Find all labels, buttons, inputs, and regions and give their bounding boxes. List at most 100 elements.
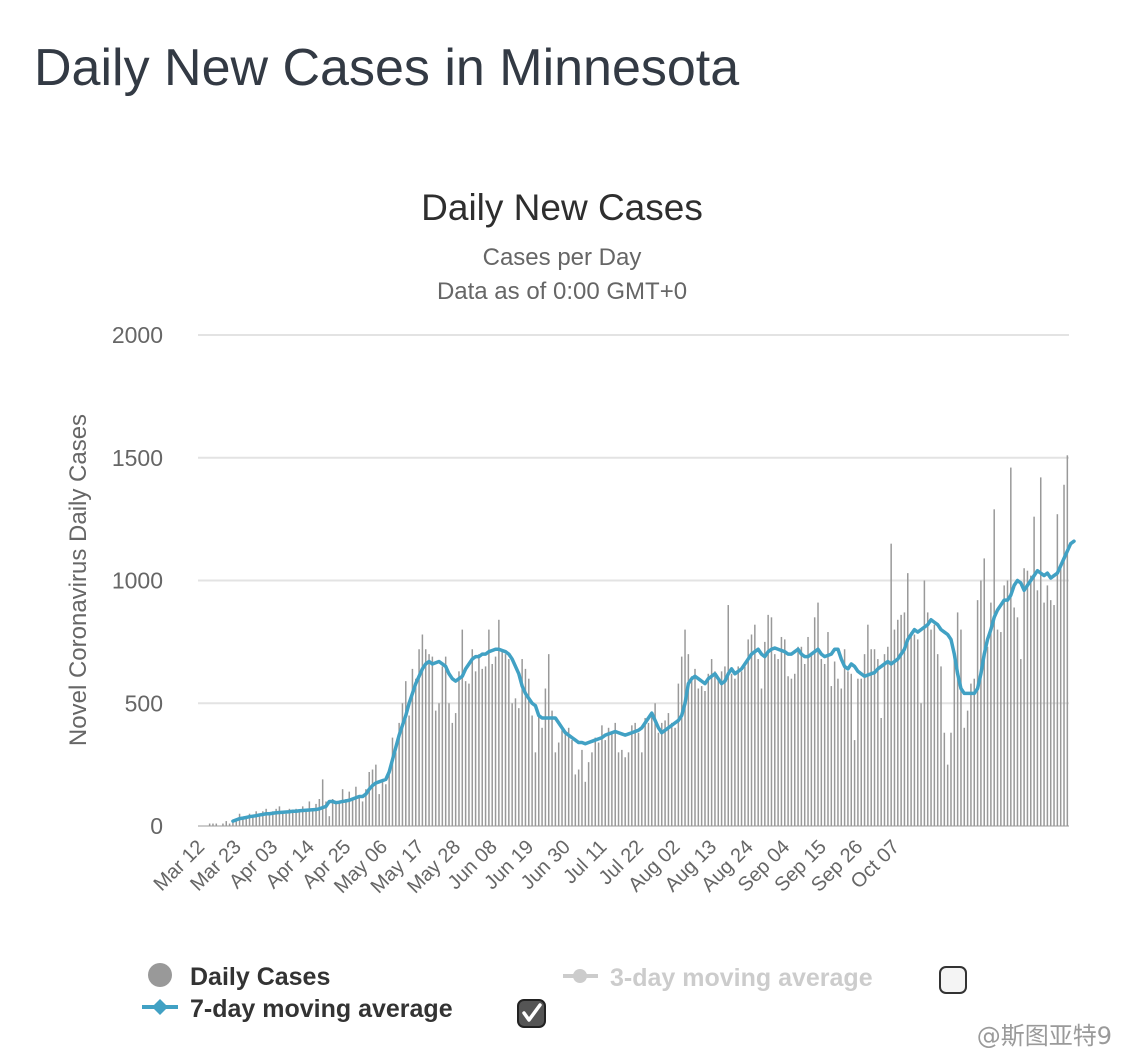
bar	[594, 737, 597, 826]
bar	[574, 774, 577, 826]
bar	[341, 789, 344, 826]
series-line-7day	[231, 539, 1076, 823]
bar	[228, 823, 231, 826]
bar	[601, 725, 603, 826]
bar	[378, 794, 380, 826]
bar	[498, 619, 500, 826]
bar	[641, 752, 643, 826]
bar	[877, 659, 879, 826]
moving-average-line	[231, 539, 1076, 823]
bar	[401, 703, 404, 826]
bar	[680, 656, 683, 826]
bar	[936, 654, 939, 826]
checkbox-7day[interactable]	[517, 999, 546, 1028]
bar	[285, 813, 287, 826]
bar	[607, 727, 610, 826]
bar	[232, 821, 234, 826]
bar	[395, 752, 397, 826]
bar	[754, 624, 756, 826]
bar	[774, 654, 776, 826]
bar	[531, 715, 533, 826]
bar	[375, 764, 377, 827]
legend: Daily Cases 3-day moving average 7-day m…	[142, 963, 967, 1028]
bar	[1039, 477, 1042, 826]
bar	[534, 752, 537, 826]
bar	[840, 688, 843, 826]
bar	[986, 646, 989, 826]
legend-item-daily-cases[interactable]: Daily Cases	[148, 963, 330, 991]
bar	[571, 740, 573, 826]
bar	[282, 811, 284, 826]
bar	[481, 668, 483, 826]
bar	[521, 659, 523, 826]
bar	[335, 803, 337, 826]
bar	[1023, 568, 1025, 826]
bar	[910, 632, 912, 826]
bar	[827, 632, 829, 826]
bar	[674, 727, 676, 826]
bar	[471, 649, 474, 826]
bar	[704, 690, 706, 826]
chart-title: Daily New Cases	[421, 187, 703, 228]
bar	[700, 686, 703, 826]
bar	[514, 698, 517, 826]
bar	[793, 673, 796, 826]
bar	[292, 811, 294, 826]
bar	[1059, 563, 1062, 826]
bar	[528, 678, 530, 826]
bar	[727, 605, 729, 826]
bar	[464, 681, 467, 826]
bar	[1013, 607, 1015, 826]
bar	[391, 737, 394, 826]
bar	[893, 629, 896, 826]
bar	[1049, 600, 1052, 826]
bar	[461, 629, 464, 826]
bar	[611, 732, 613, 826]
bar	[843, 649, 846, 826]
bar	[345, 799, 347, 826]
bar	[265, 808, 267, 826]
bar	[1056, 514, 1059, 826]
bar	[667, 713, 670, 826]
bar	[973, 678, 976, 826]
y-tick-label: 1500	[112, 445, 163, 471]
checkbox-3day[interactable]	[939, 966, 967, 994]
bar	[634, 722, 636, 826]
bar	[288, 808, 291, 826]
bar	[547, 654, 550, 826]
bar	[441, 666, 444, 826]
legend-item-3day[interactable]: 3-day moving average	[563, 964, 967, 994]
bar	[734, 678, 736, 826]
bar	[664, 720, 666, 826]
bar	[833, 661, 836, 826]
bar	[803, 663, 806, 826]
bar	[361, 801, 364, 826]
bar	[813, 617, 816, 826]
bar	[1033, 516, 1035, 826]
bar	[760, 688, 763, 826]
bar	[744, 666, 746, 826]
bar	[970, 683, 972, 826]
legend-item-7day[interactable]: 7-day moving average	[142, 995, 546, 1028]
bar	[903, 612, 906, 826]
bar	[272, 811, 274, 826]
bar	[262, 811, 264, 826]
bar	[338, 801, 341, 826]
bar	[1026, 570, 1029, 826]
bar	[890, 543, 892, 826]
bar	[837, 678, 839, 826]
bar	[488, 629, 490, 826]
bar	[697, 688, 700, 826]
bar	[694, 668, 696, 826]
daily-cases-bars	[208, 455, 1069, 827]
bar	[268, 813, 271, 826]
bar	[830, 686, 833, 826]
bar	[258, 813, 261, 826]
bar	[504, 654, 507, 826]
bar	[777, 659, 779, 826]
bar	[438, 703, 440, 826]
y-tick-label: 0	[150, 813, 163, 839]
bar	[597, 742, 600, 826]
